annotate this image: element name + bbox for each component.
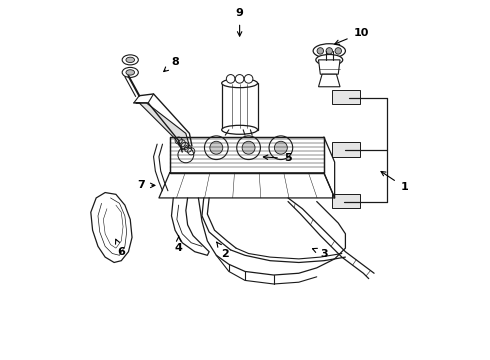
Polygon shape [318, 74, 340, 87]
Text: 9: 9 [236, 8, 244, 36]
Ellipse shape [221, 79, 258, 87]
Text: 8: 8 [164, 57, 179, 72]
Circle shape [242, 141, 255, 154]
Circle shape [326, 48, 333, 54]
Circle shape [235, 75, 244, 83]
Polygon shape [170, 137, 324, 173]
Circle shape [178, 147, 194, 163]
Text: 2: 2 [217, 242, 229, 258]
Text: 4: 4 [175, 236, 183, 253]
Circle shape [269, 136, 293, 159]
Text: 3: 3 [313, 248, 328, 258]
Circle shape [204, 136, 228, 159]
Circle shape [335, 48, 342, 54]
Circle shape [237, 136, 260, 159]
Text: 7: 7 [137, 180, 155, 190]
Ellipse shape [122, 55, 138, 65]
Circle shape [245, 75, 253, 83]
Text: 5: 5 [263, 153, 292, 163]
Ellipse shape [221, 125, 258, 134]
Ellipse shape [316, 54, 343, 65]
Ellipse shape [122, 67, 138, 77]
FancyBboxPatch shape [332, 194, 360, 208]
FancyBboxPatch shape [332, 90, 360, 104]
Circle shape [226, 75, 235, 83]
Ellipse shape [126, 57, 135, 63]
Bar [221, 83, 258, 130]
FancyBboxPatch shape [332, 142, 360, 157]
Text: 1: 1 [381, 171, 409, 192]
Circle shape [317, 48, 323, 54]
Circle shape [210, 141, 223, 154]
Ellipse shape [126, 70, 135, 75]
Text: 10: 10 [335, 28, 369, 44]
Ellipse shape [313, 44, 345, 58]
Polygon shape [91, 193, 132, 262]
Polygon shape [136, 103, 190, 149]
Circle shape [274, 141, 287, 154]
Polygon shape [318, 60, 340, 74]
Text: 6: 6 [116, 239, 125, 257]
